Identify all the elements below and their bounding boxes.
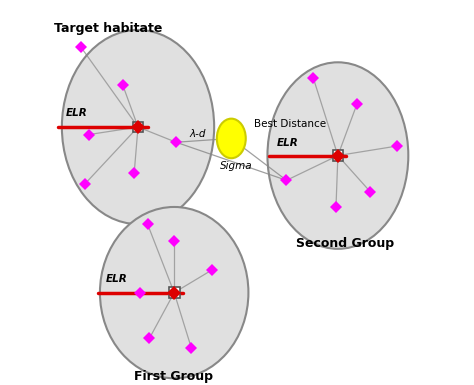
FancyBboxPatch shape	[333, 150, 343, 161]
Ellipse shape	[217, 119, 246, 158]
Text: First Group: First Group	[134, 370, 213, 383]
FancyBboxPatch shape	[133, 122, 143, 132]
Text: λ-d: λ-d	[190, 129, 206, 139]
Ellipse shape	[267, 62, 408, 249]
Text: Second Group: Second Group	[296, 237, 394, 250]
Text: Best Distance: Best Distance	[254, 119, 326, 129]
Text: ELR: ELR	[277, 138, 299, 148]
Text: ELR: ELR	[66, 107, 87, 117]
Ellipse shape	[100, 207, 248, 378]
Text: ELR: ELR	[106, 274, 128, 284]
Text: Sigma: Sigma	[220, 161, 253, 171]
Text: Target habitate: Target habitate	[54, 22, 163, 35]
FancyBboxPatch shape	[169, 287, 180, 298]
Ellipse shape	[62, 30, 214, 224]
